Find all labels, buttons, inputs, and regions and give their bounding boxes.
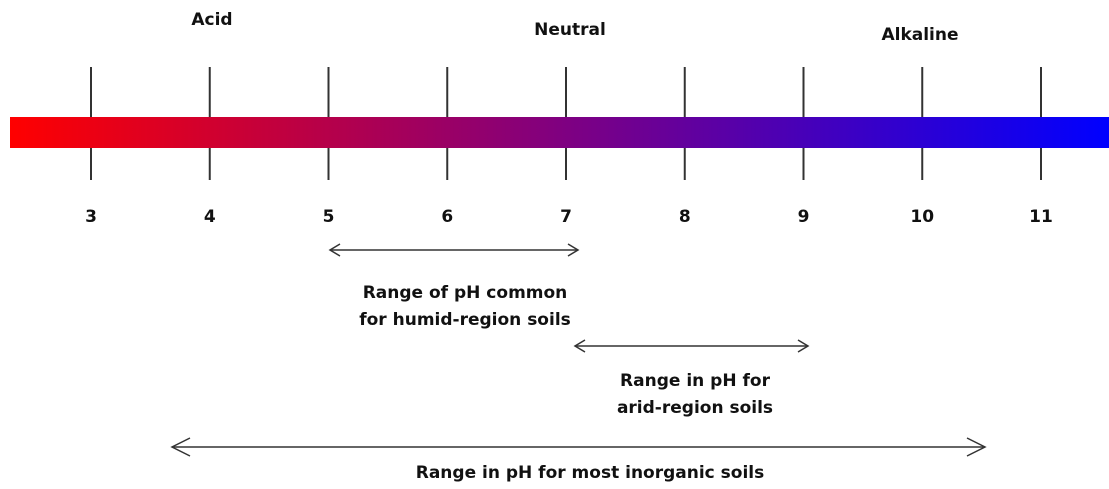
tick-label: 9: [798, 207, 810, 227]
range-text: Range in pH for most inorganic soils: [416, 463, 765, 483]
tick-label: 5: [323, 207, 335, 227]
range-text: Range in pH for: [620, 371, 771, 391]
tick-label: 6: [441, 207, 453, 227]
alkaline-label: Alkaline: [881, 25, 958, 45]
humid-arrow: [328, 243, 580, 257]
acid-label: Acid: [191, 10, 232, 30]
inorganic-arrow: [170, 437, 987, 457]
neutral-label: Neutral: [534, 20, 606, 40]
range-text: arid-region soils: [617, 398, 773, 418]
tick-label: 8: [679, 207, 691, 227]
tick-label: 7: [560, 207, 572, 227]
tick-label: 11: [1029, 207, 1053, 227]
range-text: Range of pH common: [363, 283, 568, 303]
tick-label: 4: [204, 207, 216, 227]
ph-bar: [10, 117, 1109, 148]
tick-label: 10: [910, 207, 934, 227]
tick-label: 3: [85, 207, 97, 227]
range-text: for humid-region soils: [359, 310, 571, 330]
arid-arrow: [573, 339, 810, 353]
